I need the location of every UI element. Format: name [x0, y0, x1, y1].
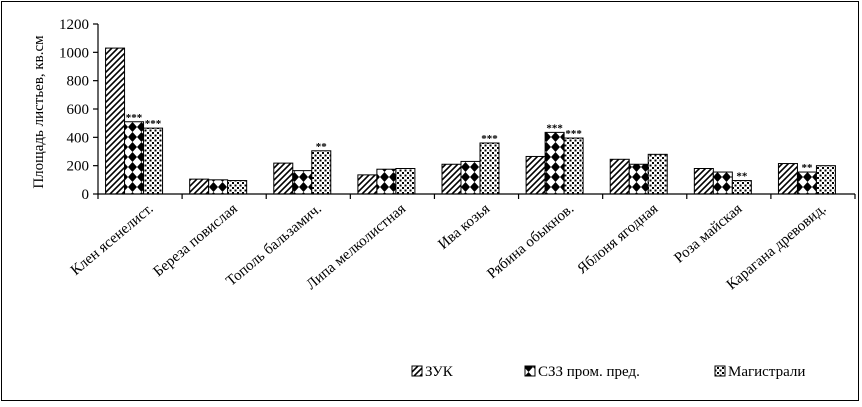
- y-axis: 0 200 400 600 800 1000 1200: [59, 17, 99, 203]
- bar: [311, 150, 332, 195]
- y-axis-title: Площадь листьев, кв.см: [31, 35, 47, 189]
- bar: [124, 121, 145, 195]
- y-tick-label: 1200: [59, 17, 89, 33]
- y-tick-label: 400: [67, 130, 90, 146]
- y-tick-label: 0: [82, 187, 90, 203]
- bar: [189, 178, 210, 195]
- category-label: Роза майская: [671, 201, 745, 267]
- chart-frame: Площадь листьев, кв.см 0 200 400 600 800 1000…: [1, 1, 859, 401]
- significance-label: ***: [145, 118, 162, 130]
- bar: [208, 179, 229, 195]
- bar: [731, 180, 752, 195]
- legend-label: СЗЗ пром. пред.: [538, 364, 640, 380]
- category-label: Клен ясенелист.: [68, 201, 157, 279]
- significance-label: ***: [565, 128, 582, 140]
- significance-label: ***: [126, 112, 143, 124]
- legend-label: Магистрали: [728, 364, 805, 380]
- y-tick-label: 200: [67, 159, 90, 175]
- legend-label: ЗУК: [425, 364, 454, 380]
- bar: [143, 127, 164, 195]
- category-label: Ива козья: [435, 201, 493, 253]
- bar: [227, 180, 248, 195]
- y-tick-label: 800: [67, 74, 90, 90]
- bar: [563, 137, 584, 195]
- significance-label: **: [736, 171, 748, 183]
- bar: [647, 153, 668, 195]
- bar: [525, 155, 546, 195]
- bar: [796, 171, 817, 195]
- legend-swatch: [411, 365, 423, 377]
- category-label: Рябина обыкнов.: [484, 201, 577, 282]
- bar: [441, 163, 462, 195]
- bar: [479, 142, 500, 195]
- bar: [609, 158, 630, 195]
- bar: [357, 174, 378, 195]
- legend-swatch: [714, 365, 726, 377]
- bar: [815, 165, 836, 195]
- significance-label: ***: [546, 122, 563, 134]
- bar: [376, 168, 397, 195]
- bar: [544, 131, 565, 195]
- category-label: Береза повислая: [151, 201, 241, 280]
- bar: [273, 162, 294, 195]
- bar: [693, 168, 714, 195]
- bar: [712, 171, 733, 195]
- bar: [460, 160, 481, 195]
- legend: ЗУК СЗЗ пром. пред. Магистрали: [411, 364, 805, 380]
- bar: [292, 170, 313, 195]
- category-label: Яблоня ягодная: [574, 201, 661, 278]
- y-tick-label: 1000: [59, 45, 89, 61]
- bar: [777, 163, 798, 195]
- significance-label: **: [316, 141, 328, 153]
- bar-chart: Площадь листьев, кв.см 0 200 400 600 800 1000…: [31, 17, 856, 380]
- significance-label: ***: [481, 133, 498, 145]
- legend-swatch: [524, 365, 536, 377]
- significance-label: **: [801, 162, 813, 174]
- bar: [105, 47, 126, 195]
- y-tick-label: 600: [67, 102, 90, 118]
- bars: ************** *******: [105, 47, 836, 195]
- bar: [395, 168, 416, 195]
- bar: [628, 163, 649, 195]
